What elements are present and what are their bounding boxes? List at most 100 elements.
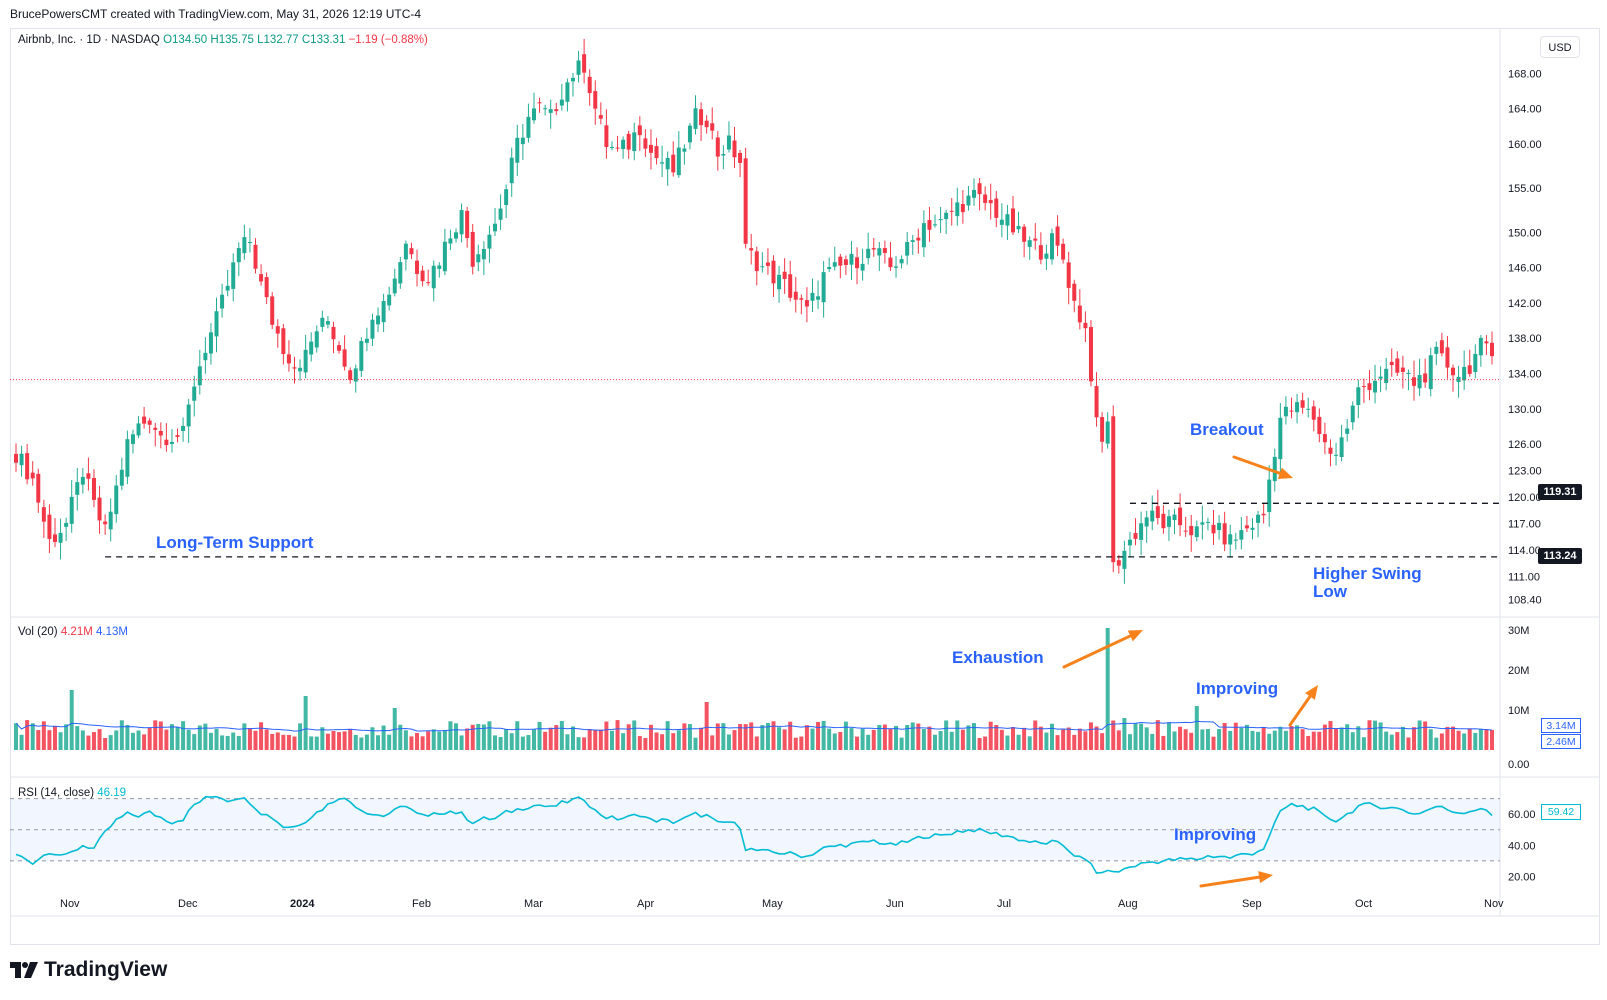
volume-bar <box>810 728 815 750</box>
annotation-long-term-support: Long-Term Support <box>156 533 314 552</box>
volume-bar <box>1228 730 1233 750</box>
volume-bar <box>871 729 876 750</box>
volume-bar <box>1445 726 1450 750</box>
symbol-legend: Airbnb, Inc. · 1D · NASDAQ O134.50 H135.… <box>18 34 428 46</box>
price-tick-label: 138.00 <box>1508 333 1542 345</box>
volume-bar <box>1116 730 1121 750</box>
candle-body <box>398 262 403 284</box>
candle-body <box>298 367 303 372</box>
candle-body <box>236 248 241 263</box>
candle-body <box>1049 233 1054 260</box>
volume-bar <box>1155 720 1160 750</box>
candle-body <box>1361 386 1366 388</box>
candle-body <box>153 427 158 430</box>
volume-bar <box>398 724 403 750</box>
volume-bar <box>576 737 581 750</box>
volume-bar <box>888 728 893 750</box>
volume-bar <box>309 736 314 750</box>
volume-bar <box>643 737 648 750</box>
candle-body <box>593 91 598 109</box>
volume-bar <box>743 724 748 750</box>
candle-body <box>381 301 386 323</box>
candle-body <box>91 477 96 500</box>
volume-bar <box>1100 733 1105 750</box>
volume-bar <box>621 733 626 750</box>
rsi-tick-label: 40.00 <box>1508 840 1536 852</box>
candle-body <box>437 265 442 269</box>
volume-bar <box>676 730 681 750</box>
candle-body <box>682 148 687 152</box>
volume-bar <box>225 735 230 750</box>
arrow-head <box>1305 685 1318 700</box>
volume-bar <box>442 730 447 750</box>
candle-body <box>1400 367 1405 372</box>
volume-bar <box>543 731 548 750</box>
volume-bar <box>609 730 614 750</box>
candle-body <box>1456 376 1461 383</box>
candle-body <box>325 321 330 325</box>
candle-body <box>871 248 876 250</box>
candle-body <box>192 386 197 401</box>
candle-body <box>409 248 414 255</box>
volume-bar <box>125 724 130 750</box>
volume-bar <box>1105 628 1110 750</box>
candle-body <box>810 292 815 301</box>
volume-badge-a: 3.14M <box>1541 718 1581 733</box>
volume-bar <box>114 730 119 750</box>
volume-bar <box>838 732 843 750</box>
volume-bar <box>509 733 514 750</box>
volume-bar <box>504 729 509 750</box>
volume-bar <box>342 731 347 750</box>
volume-bar <box>910 722 915 750</box>
volume-bar <box>58 732 63 750</box>
volume-bar <box>999 729 1004 750</box>
volume-bar <box>1423 721 1428 750</box>
volume-bar <box>364 734 369 750</box>
volume-bar <box>303 696 308 750</box>
arrow-head <box>1258 871 1273 884</box>
volume-bar <box>721 723 726 750</box>
candle-body <box>19 453 24 466</box>
tradingview-logo[interactable]: TradingView <box>10 958 167 982</box>
volume-bar <box>1417 720 1422 750</box>
price-tick-label: 108.40 <box>1508 595 1542 607</box>
candle-body <box>1172 514 1177 521</box>
volume-bar <box>1412 727 1417 750</box>
candle-body <box>225 285 230 291</box>
volume-bar <box>1200 729 1205 750</box>
price-tick-label: 160.00 <box>1508 139 1542 151</box>
volume-bar <box>726 734 731 750</box>
candle-body <box>448 238 453 244</box>
volume-bar <box>637 736 642 750</box>
volume-bar <box>1061 729 1066 750</box>
candle-body <box>208 332 213 354</box>
price-tick-label: 155.00 <box>1508 183 1542 195</box>
candle-body <box>1038 245 1043 260</box>
volume-bar <box>1278 726 1283 750</box>
price-tick-label: 142.00 <box>1508 298 1542 310</box>
candle-body <box>370 319 375 339</box>
currency-button[interactable]: USD <box>1540 36 1580 58</box>
candle-body <box>960 203 965 213</box>
candle-body <box>75 482 80 495</box>
candle-body <box>843 259 848 266</box>
volume-bar <box>966 725 971 750</box>
price-tick-label: 130.00 <box>1508 404 1542 416</box>
candle-body <box>509 157 514 184</box>
time-axis-label: Feb <box>412 898 431 910</box>
volume-bar <box>1484 729 1489 750</box>
price-tick-label: 146.00 <box>1508 263 1542 275</box>
volume-bar <box>175 727 180 750</box>
volume-bar <box>331 731 336 750</box>
candle-body <box>1122 550 1127 569</box>
candle-body <box>303 349 308 373</box>
volume-bar <box>1094 726 1099 750</box>
volume-bar <box>687 724 692 750</box>
volume-bar <box>1005 735 1010 750</box>
candle-body <box>470 231 475 267</box>
volume-bar <box>387 734 392 750</box>
candle-body <box>999 219 1004 225</box>
annotation-exhaustion: Exhaustion <box>952 648 1044 667</box>
volume-bar <box>777 727 782 750</box>
